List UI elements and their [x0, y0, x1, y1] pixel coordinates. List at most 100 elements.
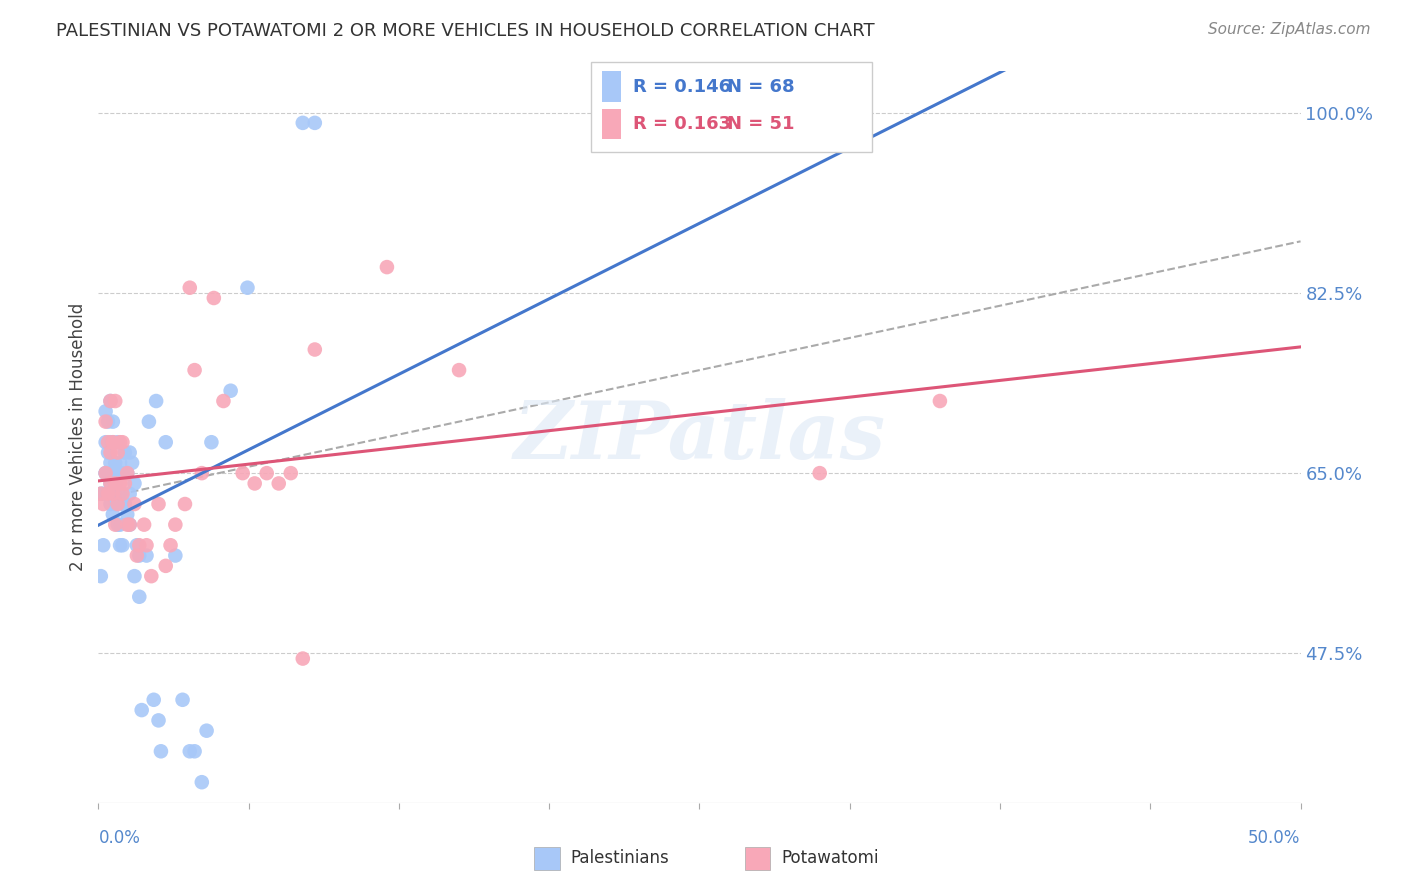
- Point: [114, 476, 136, 491]
- Point: [108, 517, 131, 532]
- Point: [145, 394, 167, 409]
- Point: [121, 456, 143, 470]
- Text: R = 0.163: R = 0.163: [633, 115, 731, 133]
- Point: [94, 466, 117, 480]
- Point: [100, 497, 122, 511]
- Y-axis label: 2 or more Vehicles in Household: 2 or more Vehicles in Household: [69, 303, 87, 571]
- Point: [124, 476, 146, 491]
- Point: [90, 487, 112, 501]
- Point: [100, 456, 122, 470]
- Point: [165, 549, 187, 563]
- Point: [104, 487, 127, 501]
- Point: [148, 714, 170, 728]
- Point: [111, 435, 134, 450]
- Point: [118, 517, 141, 532]
- Point: [97, 435, 120, 450]
- Point: [101, 466, 124, 480]
- Point: [117, 517, 139, 532]
- Point: [135, 549, 157, 563]
- Point: [101, 435, 124, 450]
- Point: [104, 476, 127, 491]
- Point: [135, 538, 157, 552]
- Point: [183, 744, 205, 758]
- Point: [114, 445, 136, 459]
- Point: [155, 558, 177, 573]
- Point: [114, 497, 136, 511]
- Point: [101, 415, 124, 429]
- Point: [165, 517, 187, 532]
- Point: [236, 281, 259, 295]
- Point: [94, 466, 117, 480]
- Point: [104, 394, 127, 409]
- Point: [125, 549, 148, 563]
- Text: Potawatomi: Potawatomi: [782, 849, 879, 867]
- Point: [191, 466, 214, 480]
- Point: [104, 517, 127, 532]
- Point: [132, 517, 155, 532]
- Point: [232, 466, 254, 480]
- Point: [183, 363, 205, 377]
- Point: [179, 744, 201, 758]
- Point: [91, 538, 114, 552]
- Point: [291, 116, 314, 130]
- Point: [128, 590, 150, 604]
- Point: [138, 415, 160, 429]
- Point: [118, 487, 141, 501]
- Point: [91, 497, 114, 511]
- Point: [108, 435, 131, 450]
- Point: [149, 744, 172, 758]
- Point: [100, 394, 122, 409]
- Point: [155, 435, 177, 450]
- Point: [195, 723, 218, 738]
- Point: [243, 476, 266, 491]
- Text: Source: ZipAtlas.com: Source: ZipAtlas.com: [1208, 22, 1371, 37]
- Point: [90, 569, 112, 583]
- Point: [101, 487, 124, 501]
- Point: [118, 517, 141, 532]
- Text: PALESTINIAN VS POTAWATOMI 2 OR MORE VEHICLES IN HOUSEHOLD CORRELATION CHART: PALESTINIAN VS POTAWATOMI 2 OR MORE VEHI…: [56, 22, 875, 40]
- Point: [174, 497, 197, 511]
- Point: [100, 445, 122, 459]
- Point: [100, 435, 122, 450]
- Point: [94, 466, 117, 480]
- Point: [107, 497, 129, 511]
- Point: [91, 487, 114, 501]
- Point: [108, 456, 131, 470]
- Point: [267, 476, 290, 491]
- Point: [200, 435, 222, 450]
- Point: [104, 476, 127, 491]
- Point: [100, 476, 122, 491]
- Point: [375, 260, 398, 274]
- Point: [111, 497, 134, 511]
- Point: [97, 445, 120, 459]
- Point: [111, 538, 134, 552]
- Point: [97, 415, 120, 429]
- Point: [94, 435, 117, 450]
- Text: ZIPatlas: ZIPatlas: [513, 399, 886, 475]
- Point: [304, 343, 326, 357]
- Point: [107, 517, 129, 532]
- Point: [100, 476, 122, 491]
- Point: [117, 466, 139, 480]
- Point: [107, 466, 129, 480]
- Point: [107, 435, 129, 450]
- Point: [117, 508, 139, 522]
- Point: [148, 497, 170, 511]
- Point: [97, 487, 120, 501]
- Point: [104, 456, 127, 470]
- Text: 50.0%: 50.0%: [1249, 829, 1301, 847]
- Point: [108, 538, 131, 552]
- Point: [256, 466, 278, 480]
- Text: R = 0.146: R = 0.146: [633, 78, 731, 95]
- Point: [124, 569, 146, 583]
- Point: [125, 538, 148, 552]
- Point: [101, 435, 124, 450]
- Point: [108, 487, 131, 501]
- Point: [100, 394, 122, 409]
- Point: [94, 404, 117, 418]
- Point: [212, 394, 235, 409]
- Point: [101, 508, 124, 522]
- Point: [131, 703, 153, 717]
- Text: Palestinians: Palestinians: [571, 849, 669, 867]
- Point: [104, 497, 127, 511]
